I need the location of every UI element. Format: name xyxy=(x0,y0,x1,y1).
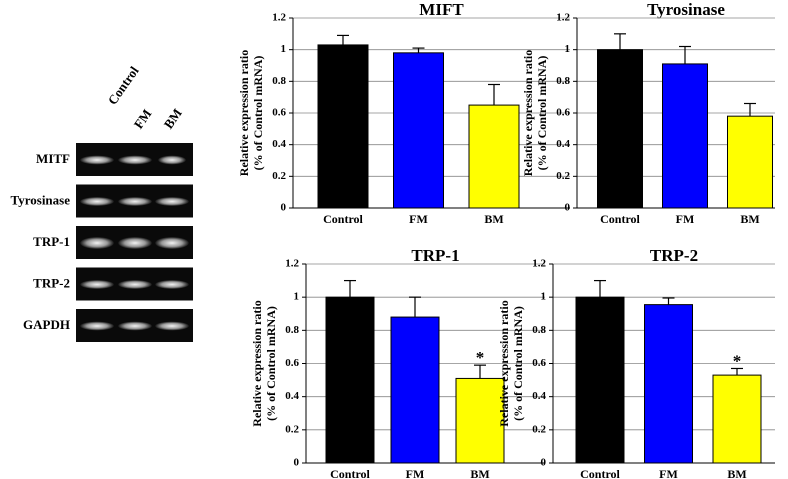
gene-label: TRP-2 xyxy=(33,275,70,290)
y-tick-label: 0 xyxy=(294,457,300,469)
bar xyxy=(597,49,643,209)
significance-mark: * xyxy=(476,348,485,367)
gel-band xyxy=(118,280,152,289)
gene-label: MITF xyxy=(36,151,70,166)
gel-band xyxy=(118,321,152,331)
gel-band xyxy=(118,197,152,206)
y-tick-label: 0.2 xyxy=(556,170,570,182)
y-tick-label: 0.2 xyxy=(532,423,546,435)
y-tick-label: 0.6 xyxy=(285,357,299,369)
significance-mark: * xyxy=(733,351,742,370)
bar xyxy=(662,63,708,209)
gel-band xyxy=(155,321,189,331)
y-axis-label: Relative expression ratio xyxy=(521,50,535,176)
gel-panel: Control FM BM MITF Tyrosinase TRP-1 TRP-2 GA… xyxy=(11,63,193,342)
gel-band xyxy=(80,321,114,331)
bar xyxy=(455,377,505,464)
y-axis-label: Relative expression ratio xyxy=(497,300,511,426)
y-tick-label: 0.8 xyxy=(272,75,286,87)
x-tick-label: Control xyxy=(330,467,370,479)
gel-band xyxy=(155,237,189,249)
y-tick-label: 1.2 xyxy=(285,258,299,270)
y-tick-label: 1 xyxy=(294,291,300,303)
x-tick-label: BM xyxy=(740,212,759,226)
y-axis-label: (% of Control mRNA) xyxy=(264,306,278,421)
x-tick-label: Control xyxy=(600,212,640,226)
y-tick-label: 1 xyxy=(565,43,571,55)
gene-label: TRP-1 xyxy=(33,234,70,249)
gene-label: GAPDH xyxy=(23,317,70,332)
gel-band xyxy=(118,237,152,249)
bar xyxy=(727,115,773,209)
x-tick-label: FM xyxy=(676,212,695,226)
gel-band xyxy=(118,155,152,165)
gel-band xyxy=(80,155,114,165)
y-tick-label: 0 xyxy=(541,457,547,469)
lane-label: BM xyxy=(161,106,185,132)
bar xyxy=(317,44,369,209)
y-tick-label: 0 xyxy=(565,202,571,214)
y-tick-label: 1 xyxy=(281,43,287,55)
y-tick-label: 0.6 xyxy=(556,107,570,119)
chart-title: Tyrosinase xyxy=(647,0,725,19)
x-tick-label: Control xyxy=(323,212,363,226)
x-tick-label: BM xyxy=(484,212,503,226)
y-axis-label: Relative expression ratio xyxy=(237,50,251,176)
gel-band xyxy=(155,280,189,289)
y-tick-label: 1.2 xyxy=(532,258,546,270)
y-tick-label: 0 xyxy=(281,202,287,214)
y-tick-label: 0.4 xyxy=(556,138,570,150)
gene-label: Tyrosinase xyxy=(11,192,71,207)
gel-band xyxy=(80,280,114,289)
gel-band xyxy=(158,155,186,165)
chart-title: TRP-2 xyxy=(650,246,698,265)
y-tick-label: 1.2 xyxy=(272,12,286,24)
gel-band xyxy=(80,237,114,249)
y-tick-label: 0.6 xyxy=(532,357,546,369)
x-tick-label: FM xyxy=(406,467,425,479)
bar xyxy=(468,104,520,209)
x-tick-label: FM xyxy=(409,212,428,226)
y-tick-label: 0.8 xyxy=(556,75,570,87)
y-tick-label: 0.8 xyxy=(285,324,299,336)
x-tick-label: BM xyxy=(470,467,489,479)
bar xyxy=(390,316,440,464)
y-tick-label: 0.4 xyxy=(285,390,299,402)
y-tick-label: 0.8 xyxy=(532,324,546,336)
x-tick-label: BM xyxy=(727,467,746,479)
bar xyxy=(393,52,444,209)
bar xyxy=(644,304,693,464)
y-tick-label: 1.2 xyxy=(556,12,570,24)
gel-band xyxy=(80,197,114,206)
y-axis-label: Relative expression ratio xyxy=(250,300,264,426)
y-tick-label: 1 xyxy=(541,291,547,303)
x-tick-label: Control xyxy=(580,467,620,479)
y-tick-label: 0.6 xyxy=(272,107,286,119)
x-tick-label: FM xyxy=(659,467,678,479)
y-tick-label: 0.2 xyxy=(272,170,286,182)
chart-title: TRP-1 xyxy=(411,246,459,265)
lane-label: FM xyxy=(131,106,155,131)
bar xyxy=(575,296,625,464)
bar xyxy=(712,374,762,464)
y-axis-label: (% of Control mRNA) xyxy=(251,56,265,171)
chart-title: MIFT xyxy=(419,0,464,19)
lane-label: Control xyxy=(105,63,142,107)
y-tick-label: 0.4 xyxy=(272,138,286,150)
bar xyxy=(325,296,375,464)
y-axis-label: (% of Control mRNA) xyxy=(535,56,549,171)
y-axis-label: (% of Control mRNA) xyxy=(511,306,525,421)
gel-band xyxy=(155,197,189,206)
y-tick-label: 0.4 xyxy=(532,390,546,402)
y-tick-label: 0.2 xyxy=(285,423,299,435)
